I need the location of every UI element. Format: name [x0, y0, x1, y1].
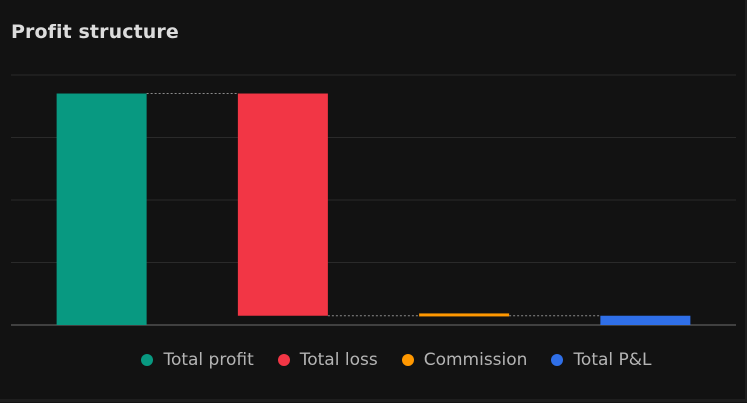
- bar-total-p-l[interactable]: [600, 315, 691, 325]
- waterfall-chart: [11, 74, 736, 326]
- chart-title: Profit structure: [11, 21, 179, 43]
- legend-item-commission[interactable]: Commission: [401, 350, 528, 370]
- legend-label-total-pnl: Total P&L: [573, 350, 652, 370]
- legend-item-total-loss[interactable]: Total loss: [277, 350, 378, 370]
- legend: Total profit Total loss Commission Total…: [0, 350, 747, 370]
- legend-swatch-total-profit: [141, 354, 154, 366]
- connector-layer: [146, 93, 601, 317]
- bar-layer: [56, 93, 691, 325]
- legend-label-total-loss: Total loss: [299, 350, 378, 370]
- legend-label-total-profit: Total profit: [163, 350, 254, 370]
- bar-total-loss[interactable]: [237, 93, 328, 316]
- legend-label-commission: Commission: [423, 350, 528, 370]
- legend-item-total-profit[interactable]: Total profit: [141, 350, 254, 370]
- legend-swatch-total-pnl: [551, 354, 564, 366]
- legend-swatch-commission: [401, 354, 414, 366]
- legend-swatch-total-loss: [277, 354, 290, 366]
- bar-commission[interactable]: [419, 313, 510, 317]
- bar-total-profit[interactable]: [56, 93, 147, 325]
- legend-item-total-pnl[interactable]: Total P&L: [551, 350, 652, 370]
